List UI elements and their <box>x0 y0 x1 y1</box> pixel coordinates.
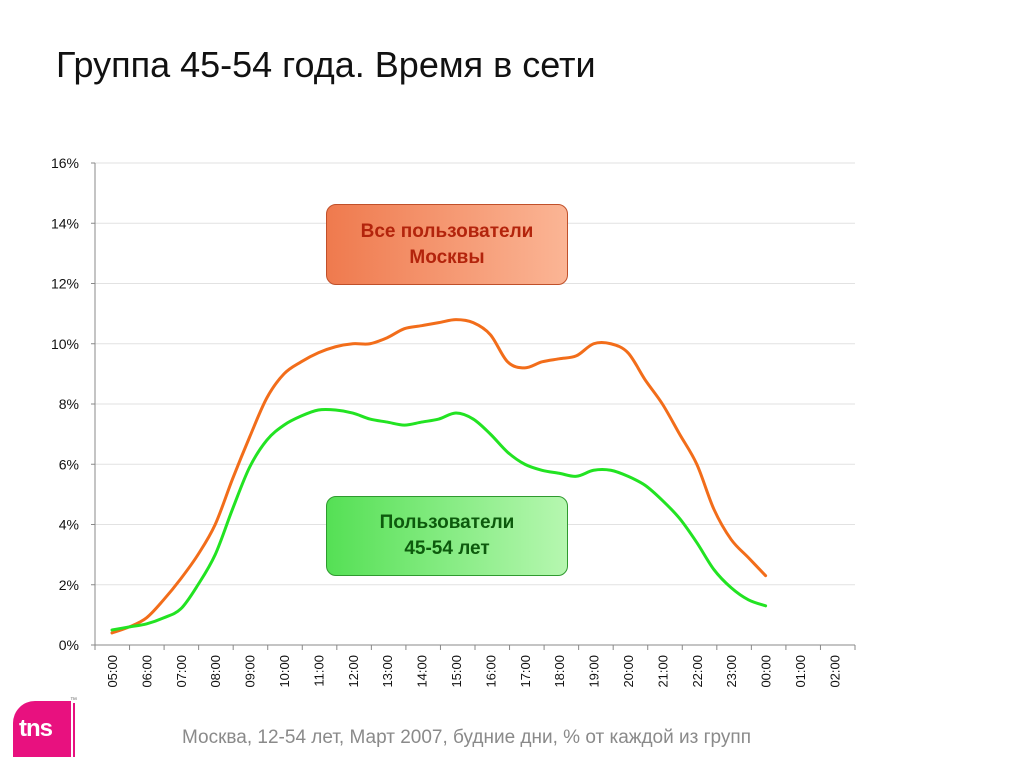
callout-age-users-line1: Пользователи <box>379 512 515 533</box>
callout-all-users-line2: Москвы <box>409 246 485 268</box>
y-tick-label: 2% <box>59 577 79 593</box>
y-tick-label: 4% <box>59 517 79 533</box>
x-tick-label: 23:00 <box>724 655 739 688</box>
y-axis-ticks: 0% 2% 4% 6% 8% 10% 12% 14% 16% <box>51 155 95 653</box>
x-tick-label: 21:00 <box>655 655 670 688</box>
x-tick-label: 05:00 <box>105 655 120 688</box>
page-title: Группа 45-54 года. Время в сети <box>56 44 596 85</box>
x-tick-label: 01:00 <box>793 655 808 688</box>
y-tick-label: 16% <box>51 155 79 171</box>
y-tick-label: 10% <box>51 336 79 352</box>
callout-age-users: Пользователи 45-54 лет <box>326 496 568 576</box>
x-tick-label: 13:00 <box>380 655 395 688</box>
trademark-mark: ™ <box>70 697 77 704</box>
series-line-all-users <box>110 318 768 635</box>
x-tick-label: 09:00 <box>243 655 258 688</box>
x-tick-label: 11:00 <box>311 655 326 687</box>
y-tick-label: 0% <box>59 637 79 653</box>
callout-all-users: Все пользователи Москвы <box>326 204 568 285</box>
callout-age-users-line2: 45-54 лет <box>404 538 490 559</box>
x-tick-label: 19:00 <box>587 655 602 688</box>
x-tick-label: 02:00 <box>827 655 842 688</box>
x-tick-label: 15:00 <box>449 655 464 688</box>
x-tick-label: 00:00 <box>759 655 774 688</box>
x-tick-label: 06:00 <box>139 655 154 688</box>
tns-logo-icon: tns <box>13 701 71 757</box>
y-tick-label: 8% <box>59 396 79 412</box>
x-tick-label: 16:00 <box>483 655 498 688</box>
x-tick-label: 18:00 <box>552 655 567 688</box>
y-tick-label: 12% <box>51 276 79 292</box>
x-tick-label: 10:00 <box>277 655 292 688</box>
y-tick-label: 6% <box>59 456 79 472</box>
x-tick-label: 20:00 <box>621 655 636 688</box>
x-tick-label: 07:00 <box>174 655 189 688</box>
callout-all-users-line1: Все пользователи <box>360 220 534 242</box>
logo-text: tns <box>19 715 53 742</box>
x-axis-ticks: 05:00 06:00 07:00 08:00 09:00 10:00 11:00 12:00… <box>94 645 856 688</box>
x-tick-label: 17:00 <box>518 655 533 688</box>
x-tick-label: 12:00 <box>346 655 361 688</box>
x-tick-label: 08:00 <box>208 655 223 688</box>
x-tick-label: 14:00 <box>415 655 430 688</box>
series-line-age-45-54 <box>110 407 768 632</box>
series-lines <box>110 318 768 635</box>
footer-note: Москва, 12-54 лет, Март 2007, будние дни… <box>182 727 751 748</box>
x-tick-label: 22:00 <box>690 655 705 688</box>
logo-divider <box>73 703 75 757</box>
y-tick-label: 14% <box>51 215 79 231</box>
